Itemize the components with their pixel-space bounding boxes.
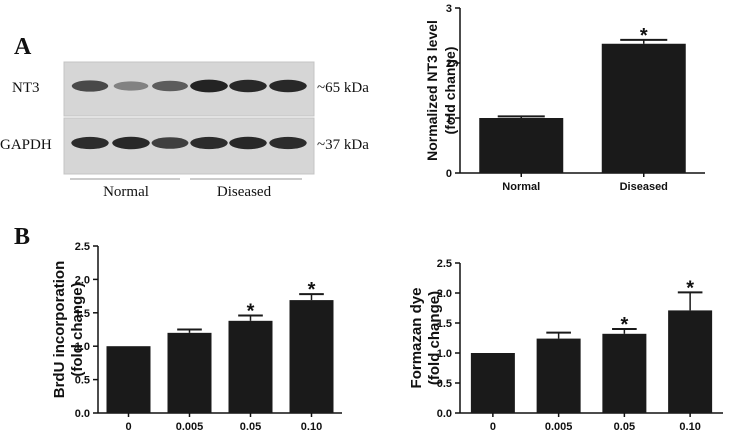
blot-row-label: GAPDH [0,137,52,153]
blot-band [190,79,228,93]
x-tick-label: 0.005 [176,421,204,433]
blot-size-label: ~37 kDa [317,137,369,153]
bar-0 [470,353,515,413]
blot-band [113,81,149,91]
panel-b-label: B [14,224,30,250]
y-tick-label: 2.5 [437,258,452,270]
bar-Normal [479,118,564,173]
blot-band [229,136,267,150]
bar-0.05 [228,320,273,413]
y-tick-label: 2 [446,58,452,70]
y-axis-label: Formazan dye [408,288,425,389]
blot-band [229,79,267,93]
y-tick-label: 0.5 [75,375,90,387]
significance-star: * [620,314,628,336]
y-tick-label: 2.0 [75,274,90,286]
y-tick-label: 1.0 [75,341,90,353]
x-tick-label: 0.10 [679,421,700,433]
bar-0 [106,346,151,413]
x-tick-label: 0.05 [240,421,261,433]
blot-band [151,137,189,149]
panel-a-label: A [14,34,32,60]
y-tick-label: 2.0 [437,288,452,300]
y-tick-label: 0.0 [437,408,452,420]
x-tick-label: 0.10 [301,421,322,433]
brdu-chart: 0.0 0.5 1.0 1.5 2.0 2.5 BrdU incorporation (fol… [0,241,342,434]
bar-Diseased [601,43,686,173]
bar-0.10 [289,300,334,413]
blot-band [152,80,188,92]
x-tick-label: Diseased [620,181,668,193]
y-axis-label: (fold change) [442,47,458,135]
blot-band [190,136,228,150]
y-axis-label: (fold change) [69,282,86,376]
blot-row-label: NT3 [12,80,40,96]
blot-band [71,136,109,150]
bar-0.05 [602,333,647,413]
y-tick-label: 1 [446,113,452,125]
western-blot: NT3 ~65 kDa GAPDH ~37 kDa Normal Diseased [0,61,369,200]
y-tick-label: 1.0 [437,348,452,360]
significance-star: * [640,25,648,47]
blot-size-label: ~65 kDa [317,80,369,96]
bar-0.005 [167,332,212,413]
y-axis-label: Normalized NT3 level [424,20,440,161]
y-axis-label: (fold change) [426,291,443,385]
x-tick-label: 0.05 [614,421,635,433]
y-axis-label: BrdU incorporation [51,261,68,399]
y-tick-label: 0.0 [75,408,90,420]
bar-0.10 [668,310,713,413]
significance-star: * [247,300,255,322]
bar-0.005 [536,338,581,413]
nt3-level-chart: 0 1 2 3 Normalized NT3 level (fold change) Nor… [424,3,705,193]
x-tick-label: Normal [502,181,540,193]
y-tick-label: 1.5 [75,308,90,320]
group-label-diseased: Diseased [217,184,272,200]
blot-band [112,136,150,150]
y-tick-label: 0.5 [437,378,452,390]
significance-star: * [686,277,694,299]
x-tick-label: 0 [490,421,496,433]
x-tick-label: 0 [125,421,131,433]
y-tick-label: 3 [446,3,452,15]
y-tick-label: 0 [446,168,452,180]
blot-band [71,80,109,92]
x-tick-label: 0.005 [545,421,573,433]
group-label-normal: Normal [103,184,149,200]
blot-band [269,79,307,93]
significance-star: * [308,279,316,301]
y-tick-label: 2.5 [75,241,90,253]
y-tick-label: 1.5 [437,318,452,330]
blot-band [269,136,307,150]
